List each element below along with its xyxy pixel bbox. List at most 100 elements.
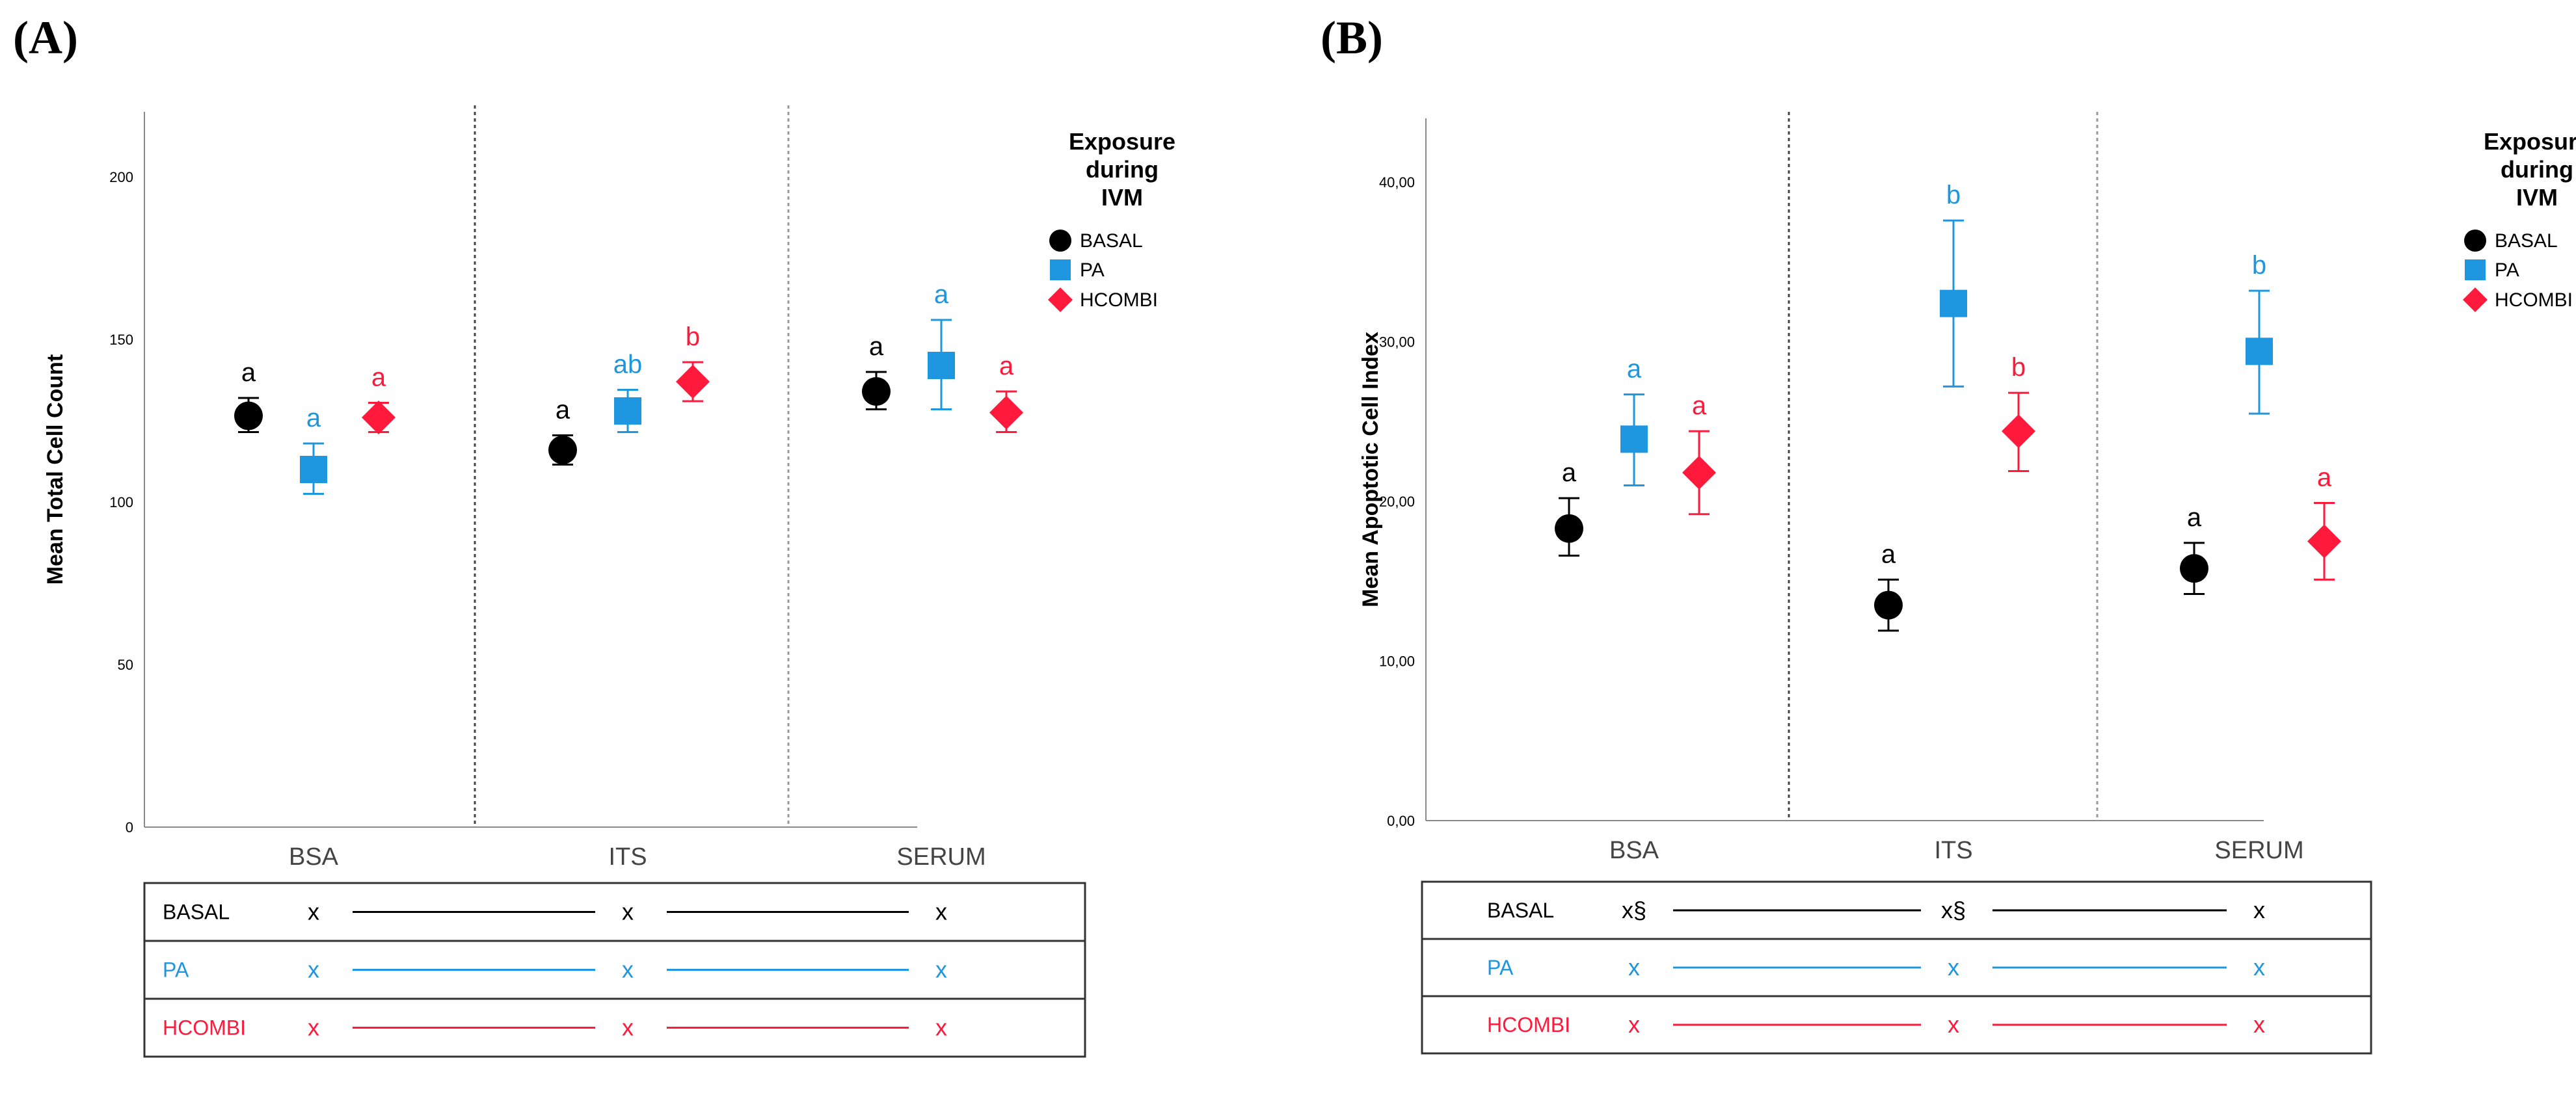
y-tick-label: 40,00 — [1379, 174, 1415, 191]
significance-letter: a — [2187, 503, 2202, 532]
legend-label: HCOMBI — [2495, 289, 2573, 311]
legend-label: BASAL — [1080, 230, 1143, 252]
significance-letter: a — [371, 363, 386, 392]
y-tick-label: 20,00 — [1379, 494, 1415, 510]
x-tick-label: ITS — [1934, 837, 1972, 864]
x-tick-label: SERUM — [896, 843, 986, 871]
legend-marker — [1048, 287, 1073, 312]
data-point-pa — [928, 352, 955, 379]
chart-panel-a: 0 50 100 150 200 Mean Total Cell Count BSA ITS S… — [43, 105, 1175, 1058]
significance-letter: a — [1627, 355, 1642, 384]
table-mark: x§ — [1622, 897, 1646, 923]
comparison-table — [1421, 880, 2372, 1055]
legend-label: PA — [1080, 259, 1105, 281]
y-tick-label: 150 — [109, 332, 133, 348]
significance-letter: a — [869, 332, 884, 361]
data-point-basal — [548, 436, 577, 464]
data-point-basal — [2180, 554, 2208, 583]
significance-letter: a — [2317, 464, 2332, 492]
table-mark: x — [622, 1014, 634, 1041]
significance-letter: a — [556, 396, 570, 425]
x-tick-label: ITS — [608, 843, 647, 871]
y-tick-label: 30,00 — [1379, 334, 1415, 350]
table-mark: x — [1948, 954, 1959, 981]
table-row-label: PA — [1487, 956, 1514, 979]
y-axis-title: Mean Apoptotic Cell Index — [1358, 332, 1383, 607]
legend-title: IVM — [1101, 184, 1143, 211]
data-point-pa — [1620, 425, 1648, 453]
x-tick-label: BSA — [1609, 837, 1659, 864]
legend-label: BASAL — [2495, 230, 2558, 252]
legend-marker — [1049, 230, 1071, 252]
panel-label-a: (A) — [13, 12, 78, 64]
data-point-hcombi — [989, 395, 1023, 430]
table-mark: x — [1948, 1011, 1959, 1038]
significance-letter: a — [1562, 458, 1577, 487]
legend-title: Exposure — [1069, 128, 1175, 155]
significance-letter: a — [241, 358, 256, 387]
data-point-hcombi — [2002, 414, 2035, 449]
data-point-basal — [1874, 590, 1903, 620]
data-point-hcombi — [2307, 524, 2341, 559]
table-row-label: BASAL — [1487, 899, 1554, 922]
legend-title: IVM — [2516, 184, 2558, 211]
data-point-pa — [300, 456, 327, 483]
significance-letter: a — [1692, 391, 1707, 420]
data-point-pa — [1940, 289, 1967, 317]
y-tick-label: 0 — [126, 819, 133, 836]
table-mark: x — [308, 1014, 319, 1041]
significance-letter: b — [2011, 353, 2026, 382]
legend-title: during — [1086, 156, 1159, 183]
data-point-pa — [614, 397, 641, 425]
table-mark: x — [1628, 1011, 1640, 1038]
legend-marker — [2465, 259, 2486, 280]
data-point-hcombi — [676, 365, 710, 399]
y-tick-label: 50 — [118, 657, 133, 673]
table-mark: x — [935, 956, 947, 983]
y-tick-label: 200 — [109, 169, 133, 185]
legend-label: PA — [2495, 259, 2519, 281]
table-row-label: HCOMBI — [163, 1016, 246, 1040]
table-mark: x — [2253, 1011, 2265, 1038]
data-point-hcombi — [362, 401, 396, 434]
y-axis-title: Mean Total Cell Count — [43, 354, 68, 585]
data-point-hcombi — [1682, 455, 1716, 490]
significance-letter: a — [306, 404, 321, 432]
significance-letter: b — [686, 323, 700, 351]
table-row-label: BASAL — [163, 901, 230, 924]
x-tick-label: SERUM — [2214, 837, 2303, 864]
data-point-basal — [1555, 514, 1583, 543]
table-mark: x — [308, 899, 319, 925]
legend-marker — [2464, 230, 2486, 252]
y-tick-label: 100 — [109, 494, 133, 510]
significance-letter: a — [934, 280, 949, 309]
chart-panel-b: 0,00 10,00 20,00 30,00 40,00 Mean Apoptotic C… — [1358, 112, 2576, 1055]
significance-letter: b — [1946, 181, 1961, 209]
significance-letter: a — [999, 352, 1014, 380]
panel-label-b: (B) — [1321, 12, 1383, 64]
table-mark: x — [308, 956, 319, 983]
legend-marker — [1050, 259, 1071, 280]
legend-title: Exposure — [2484, 128, 2576, 155]
legend-label: HCOMBI — [1080, 289, 1158, 311]
y-tick-label: 10,00 — [1379, 653, 1415, 670]
table-mark: x — [935, 899, 947, 925]
legend-marker — [2463, 287, 2488, 312]
data-point-basal — [862, 377, 891, 406]
data-point-pa — [2246, 337, 2273, 365]
table-mark: x — [622, 956, 634, 983]
y-tick-label: 0,00 — [1387, 813, 1415, 829]
table-mark: x — [935, 1014, 947, 1041]
table-mark: x — [622, 899, 634, 925]
significance-letter: a — [1881, 540, 1896, 568]
significance-letter: ab — [613, 350, 643, 379]
legend-title: during — [2501, 156, 2573, 183]
table-mark: x — [1628, 954, 1640, 981]
table-row-label: HCOMBI — [1487, 1013, 1570, 1036]
x-tick-label: BSA — [289, 843, 339, 871]
table-mark: x — [2253, 954, 2265, 981]
data-point-basal — [234, 401, 263, 430]
table-row-label: PA — [163, 958, 189, 982]
table-mark: x — [2253, 897, 2265, 923]
